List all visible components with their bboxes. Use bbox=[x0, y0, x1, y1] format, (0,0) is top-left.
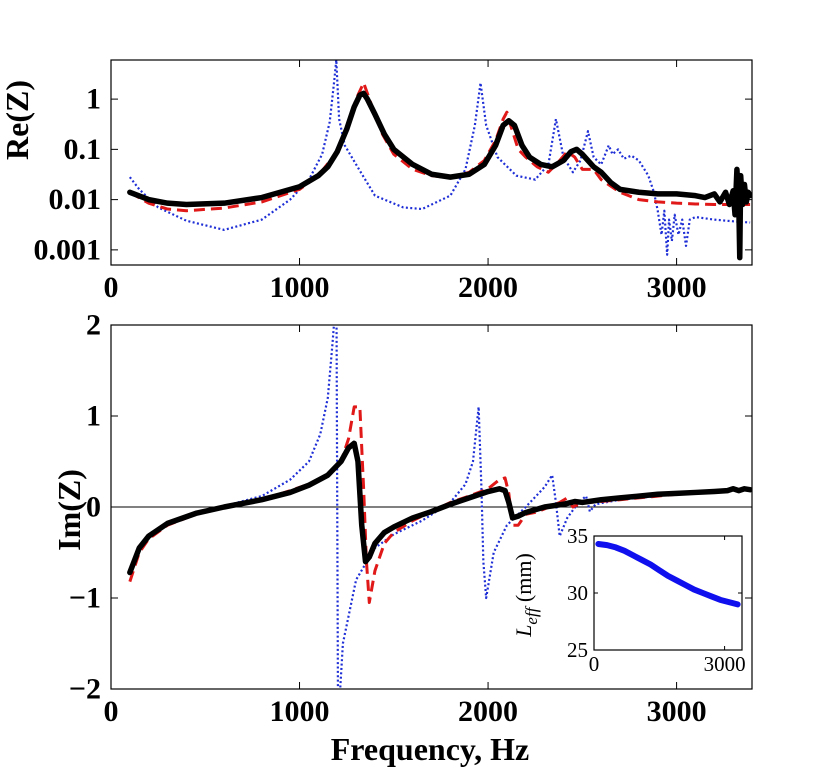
top-series-black-solid bbox=[127, 90, 752, 261]
inset-background bbox=[594, 536, 742, 650]
bottom-x-tick-label: 3000 bbox=[647, 695, 707, 728]
top-x-tick-label: 1000 bbox=[270, 271, 330, 304]
inset-y-axis-label: Leff (mm) bbox=[511, 553, 541, 638]
inset-series-blue-thick bbox=[595, 540, 741, 608]
top-panel: 0 1000 2000 3000 1 0.1 0.01 0.001 Re(Z) bbox=[0, 59, 753, 304]
inset-panel: 0 3000 35 30 25 Leff (mm) bbox=[511, 524, 746, 676]
top-y-tick-label: 0.1 bbox=[64, 133, 102, 166]
bottom-y-tick-label: −2 bbox=[69, 673, 101, 706]
top-axes-frame bbox=[110, 59, 753, 266]
top-ticks: 0 1000 2000 3000 1 0.1 0.01 0.001 bbox=[34, 60, 752, 304]
inset-y-tick-label: 35 bbox=[567, 524, 588, 548]
top-y-tick-label: 1 bbox=[86, 83, 101, 116]
top-x-tick-label: 3000 bbox=[647, 271, 707, 304]
bottom-y-tick-label: 2 bbox=[86, 309, 101, 342]
inset-ticks: 0 3000 35 30 25 bbox=[567, 524, 746, 676]
inset-y-tick-label: 25 bbox=[567, 638, 588, 662]
top-x-tick-label: 2000 bbox=[458, 271, 518, 304]
inset-y-label-units: (mm) bbox=[511, 553, 536, 607]
bottom-x-tick-label: 2000 bbox=[458, 695, 518, 728]
bottom-series-black-solid bbox=[127, 440, 752, 576]
bottom-ticks: 0 1000 2000 3000 2 1 0 −1 −2 bbox=[69, 309, 752, 728]
top-y-tick-label: 0.01 bbox=[49, 183, 102, 216]
bottom-x-tick-label: 0 bbox=[104, 695, 119, 728]
top-plot-area bbox=[127, 60, 752, 261]
top-y-axis-label: Re(Z) bbox=[0, 80, 35, 160]
inset-plot-area bbox=[595, 540, 741, 608]
bottom-plot-area bbox=[111, 325, 752, 689]
bottom-y-tick-label: −1 bbox=[69, 582, 101, 615]
bottom-y-tick-label: 1 bbox=[86, 400, 101, 433]
inset-x-tick-label: 3000 bbox=[704, 652, 746, 676]
bottom-panel: 0 1000 2000 3000 2 1 0 −1 −2 Im(Z) Frequency, Hz bbox=[51, 309, 753, 767]
bottom-x-axis-label: Frequency, Hz bbox=[331, 731, 530, 767]
inset-x-tick-label: 0 bbox=[589, 652, 600, 676]
inset-y-tick-label: 30 bbox=[567, 581, 588, 605]
top-y-tick-label: 0.001 bbox=[34, 233, 102, 266]
inset-series-group bbox=[595, 540, 741, 608]
bottom-series-blue-dotted bbox=[128, 325, 751, 689]
bottom-x-tick-label: 1000 bbox=[270, 695, 330, 728]
inset-y-label-sub: eff bbox=[522, 605, 541, 624]
bottom-y-tick-label: 0 bbox=[86, 491, 101, 524]
top-x-tick-label: 0 bbox=[104, 271, 119, 304]
top-series-group bbox=[127, 60, 752, 261]
inset-y-label-main: L bbox=[511, 625, 536, 638]
bottom-y-axis-label: Im(Z) bbox=[51, 469, 87, 551]
bottom-series-group bbox=[111, 325, 752, 689]
